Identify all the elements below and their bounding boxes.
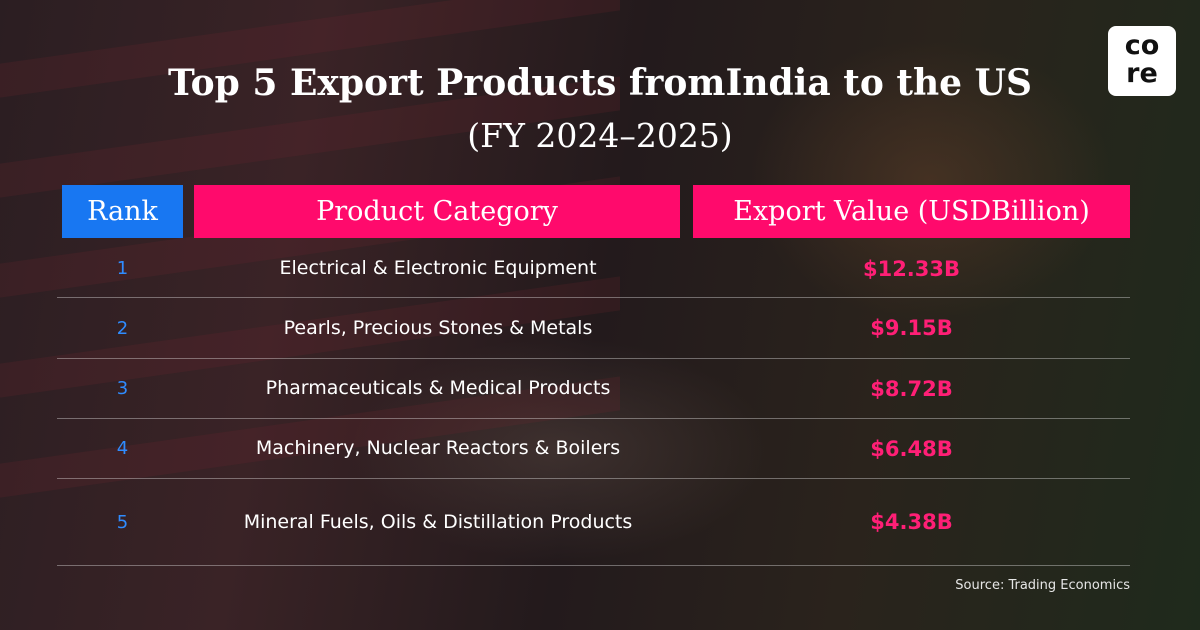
table-cell: 4 (116, 438, 129, 459)
logo: co re (1108, 26, 1176, 96)
header-cell: Product Category (194, 185, 680, 238)
row-divider (57, 358, 1130, 359)
subtitle: (FY 2024–2025) (467, 116, 733, 155)
table-cell: $4.38B (870, 510, 953, 534)
table-cell: Pearls, Precious Stones & Metals (283, 316, 593, 339)
table-cell: 1 (116, 258, 129, 279)
header-cell: Export Value (USDBillion) (693, 185, 1130, 238)
logo-text: co (1124, 30, 1160, 61)
table-cell: Machinery, Nuclear Reactors & Boilers (255, 437, 621, 459)
table-cell: $8.72B (870, 376, 953, 401)
logo-text: re (1126, 58, 1158, 89)
row-divider (57, 297, 1130, 298)
table-cell: $9.15B (870, 316, 953, 340)
table-cell: 3 (116, 378, 129, 399)
table-cell: 5 (116, 511, 129, 533)
header-cell: Rank (62, 185, 183, 238)
table-cell: $12.33B (862, 256, 961, 281)
row-divider (57, 478, 1130, 479)
row-divider (57, 565, 1130, 566)
title: Top 5 Export Products fromIndia to the U… (168, 62, 1032, 104)
table-cell: $6.48B (870, 436, 953, 461)
table-cell: 2 (116, 317, 129, 339)
source: Source: Trading Economics (955, 578, 1130, 593)
table-cell: Electrical & Electronic Equipment (279, 257, 597, 279)
table-cell: Pharmaceuticals & Medical Products (265, 377, 611, 399)
row-divider (57, 418, 1130, 419)
table-cell: Mineral Fuels, Oils & Distillation Produ… (243, 510, 633, 533)
